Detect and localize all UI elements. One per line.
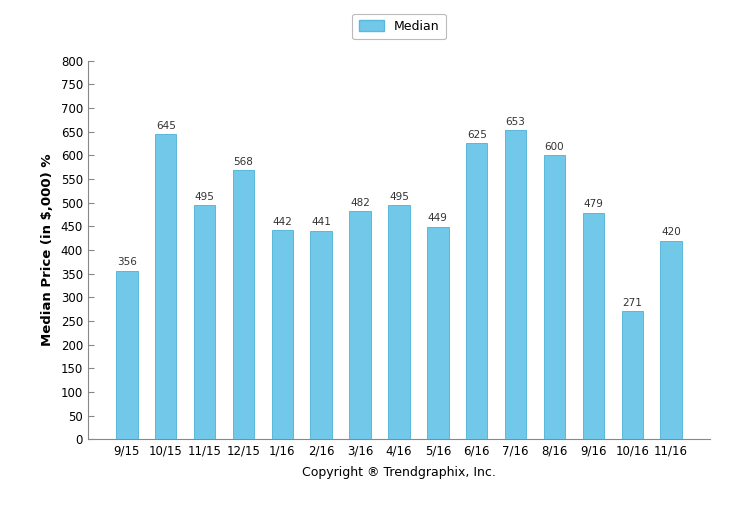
Bar	[233, 171, 254, 439]
Text: 653: 653	[506, 117, 526, 127]
Text: 420: 420	[661, 227, 681, 237]
Bar	[583, 213, 604, 439]
Bar	[505, 130, 526, 439]
Text: 479: 479	[583, 199, 603, 209]
Bar	[621, 311, 643, 439]
Text: 600: 600	[545, 142, 564, 152]
Text: 442: 442	[272, 217, 292, 227]
Y-axis label: Median Price (in $,000) %: Median Price (in $,000) %	[41, 154, 53, 346]
Text: 271: 271	[622, 298, 642, 308]
Bar	[116, 271, 138, 439]
Text: 356: 356	[117, 258, 137, 268]
Text: 495: 495	[389, 192, 409, 201]
Bar	[272, 230, 293, 439]
Bar	[388, 205, 410, 439]
Legend: Median: Median	[352, 14, 446, 39]
Bar	[544, 156, 565, 439]
Text: 645: 645	[156, 121, 176, 131]
Text: 482: 482	[350, 198, 370, 208]
Bar	[660, 240, 681, 439]
Bar	[310, 231, 332, 439]
Text: 449: 449	[428, 214, 448, 223]
X-axis label: Copyright ® Trendgraphix, Inc.: Copyright ® Trendgraphix, Inc.	[302, 466, 496, 479]
Text: 625: 625	[467, 130, 487, 140]
Text: 568: 568	[234, 157, 253, 167]
Bar	[466, 143, 488, 439]
Bar	[427, 227, 449, 439]
Bar	[349, 211, 370, 439]
Text: 495: 495	[195, 192, 214, 201]
Bar	[155, 134, 176, 439]
Text: 441: 441	[311, 217, 331, 227]
Bar	[194, 205, 215, 439]
